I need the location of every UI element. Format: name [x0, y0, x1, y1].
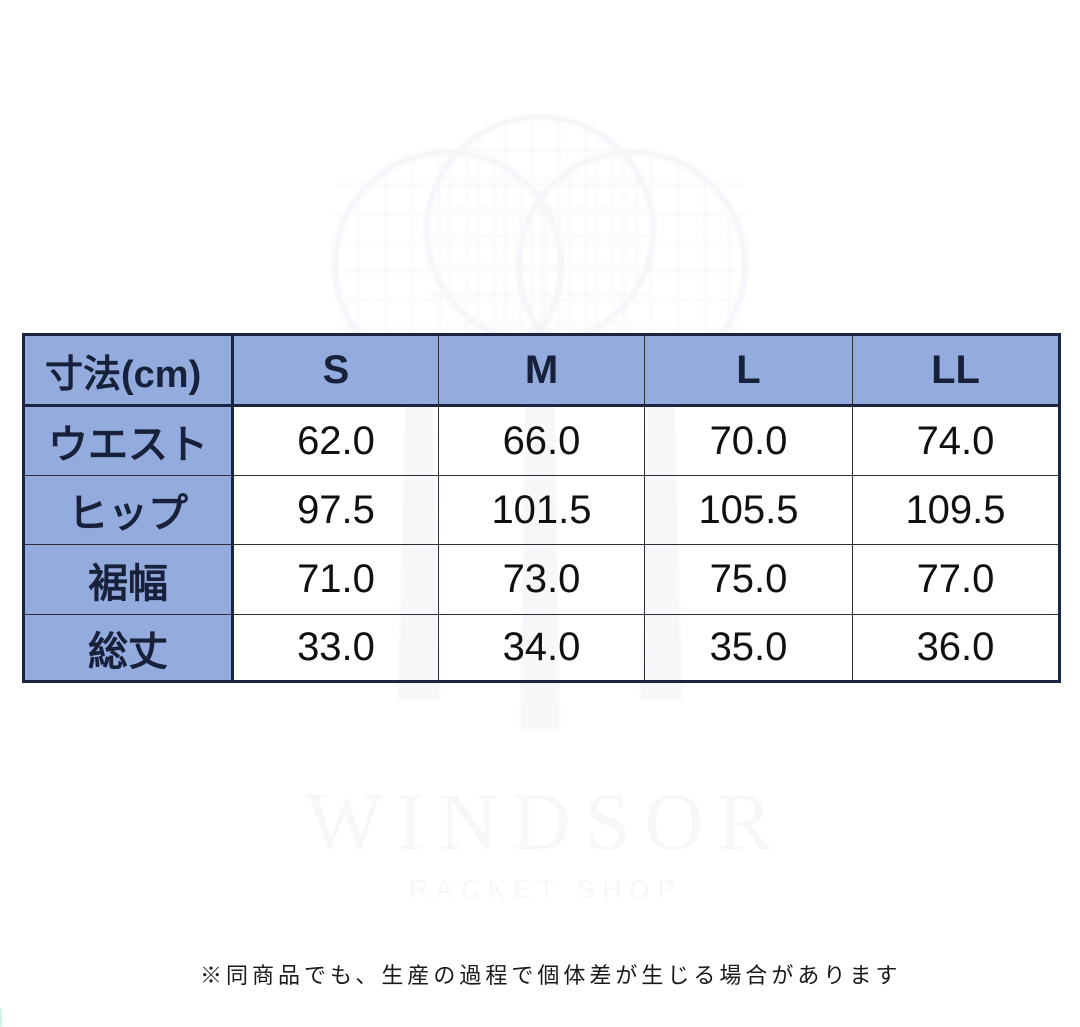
svg-text:RACKET SHOP: RACKET SHOP	[409, 874, 683, 904]
svg-text:WINDSOR: WINDSOR	[306, 776, 787, 867]
